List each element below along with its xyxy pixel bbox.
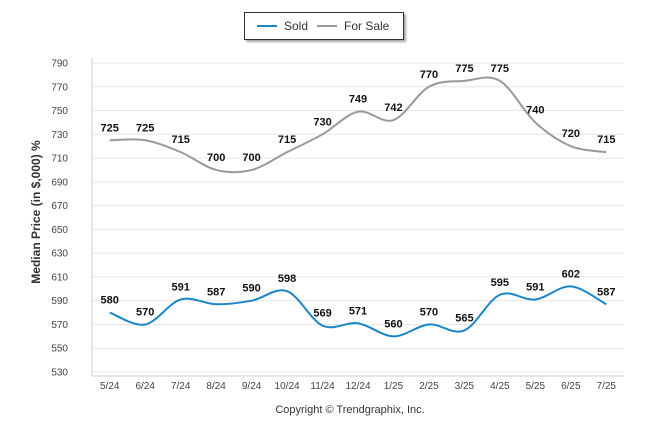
x-tick-label: 3/25 [455,381,475,392]
y-tick-label: 770 [51,82,68,93]
y-tick-label: 590 [51,296,68,307]
y-tick-label: 570 [51,320,68,331]
x-tick-label: 1/25 [384,381,404,392]
legend-label-for-sale: For Sale [344,19,390,33]
data-label-for-sale: 730 [313,116,331,128]
y-axis-title: Median Price (in $,000) % [29,140,43,284]
series-line-sold [109,285,607,338]
x-tick-label: 12/24 [345,381,370,392]
data-label-sold: 587 [207,286,225,298]
data-label-sold: 595 [491,277,509,289]
data-label-for-sale: 715 [171,134,189,146]
x-tick-label: 10/24 [275,381,300,392]
data-label-for-sale: 700 [242,152,260,164]
y-tick-label: 670 [51,201,68,212]
data-label-sold: 580 [101,295,119,307]
y-tick-label: 750 [51,106,68,117]
x-tick-label: 4/25 [490,381,510,392]
series-line-for-sale [109,76,607,174]
legend-label-sold: Sold [284,19,309,33]
y-tick-label: 710 [51,154,68,165]
data-label-for-sale: 725 [101,122,119,134]
y-tick-label: 730 [51,130,68,141]
data-label-for-sale: 775 [491,63,509,75]
chart-legend: Sold For Sale [244,12,404,40]
data-label-sold: 571 [349,305,367,317]
x-tick-label: 7/24 [171,381,191,392]
legend-swatch-for-sale [317,25,337,27]
data-label-for-sale: 770 [420,69,438,81]
legend-item-for-sale: For Sale [317,13,389,39]
data-label-for-sale: 700 [207,152,225,164]
y-tick-label: 610 [51,272,68,283]
legend-swatch-sold [257,25,277,27]
x-tick-label: 6/25 [561,381,581,392]
data-label-sold: 570 [420,306,438,318]
y-tick-label: 650 [51,225,68,236]
y-tick-label: 690 [51,177,68,188]
data-label-for-sale: 775 [455,63,473,75]
x-tick-label: 9/24 [242,381,262,392]
data-label-sold: 591 [171,282,189,294]
data-label-for-sale: 749 [349,94,367,106]
x-tick-label: 7/25 [597,381,617,392]
data-label-for-sale: 740 [526,104,544,116]
data-label-for-sale: 715 [597,134,615,146]
data-label-for-sale: 720 [562,128,580,140]
data-label-for-sale: 742 [384,102,402,114]
legend-item-sold: Sold [257,13,308,39]
x-tick-label: 5/25 [526,381,546,392]
y-tick-label: 530 [51,368,68,379]
data-label-sold: 560 [384,318,402,330]
data-label-sold: 587 [597,286,615,298]
data-label-sold: 598 [278,273,296,285]
data-label-sold: 590 [242,283,260,295]
data-label-sold: 569 [313,308,331,320]
y-tick-label: 630 [51,249,68,260]
y-tick-label: 790 [51,59,68,70]
copyright-footer: Copyright © Trendgraphix, Inc. [275,404,424,416]
x-tick-label: 8/24 [206,381,226,392]
x-tick-label: 11/24 [310,381,335,392]
data-label-for-sale: 725 [136,122,154,134]
x-tick-label: 6/24 [135,381,155,392]
data-label-sold: 570 [136,306,154,318]
data-label-sold: 565 [455,312,473,324]
x-tick-label: 5/24 [100,381,120,392]
data-label-sold: 591 [526,282,544,294]
x-tick-label: 2/25 [419,381,439,392]
data-label-for-sale: 715 [278,134,296,146]
y-tick-label: 550 [51,344,68,355]
data-label-sold: 602 [562,268,580,280]
